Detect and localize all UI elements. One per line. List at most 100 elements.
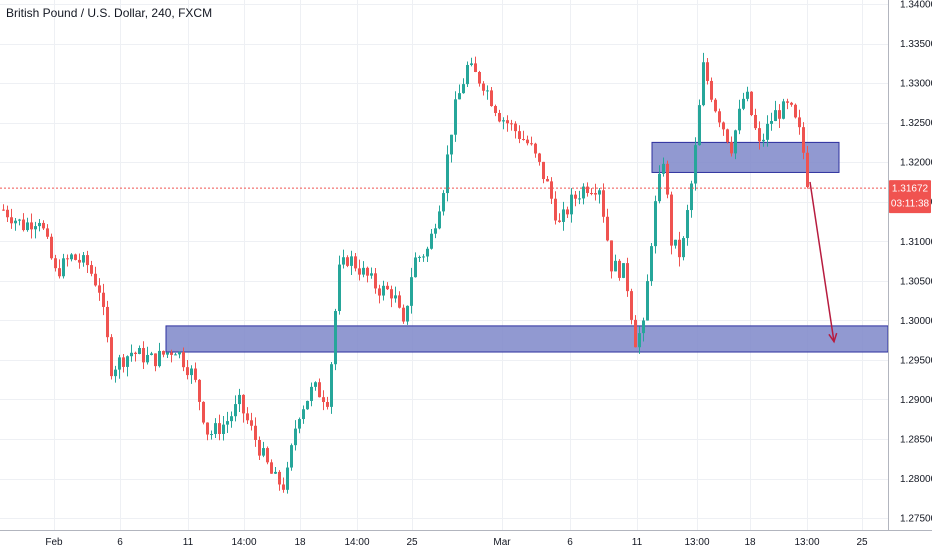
candle [490,87,493,107]
candle [630,288,633,325]
candle [578,190,581,205]
price-tick-label: 1.34000 [900,0,932,10]
time-tick-label: 25 [406,537,418,548]
candle [646,274,649,321]
time-tick-label: Feb [45,537,63,548]
candle [722,121,725,136]
candle [414,252,417,278]
candle [278,470,281,491]
price-tick-label: 1.32500 [900,118,932,129]
candle [106,300,109,343]
candle [146,346,149,365]
price-zone[interactable] [165,325,889,353]
chart-grid [0,0,888,530]
candle [314,381,317,391]
candle [534,142,537,158]
price-tick-label: 1.29000 [900,395,932,406]
candle [486,85,489,100]
candle [386,282,389,291]
candle [158,342,161,368]
price-tick-label: 1.27500 [900,514,932,525]
candle [2,204,5,211]
candle [642,317,645,342]
candle [678,231,681,267]
price-tick-label: 1.31000 [900,237,932,248]
candle [86,250,89,274]
price-tick-label: 1.28000 [900,474,932,485]
candle [742,92,745,111]
candle [10,208,13,229]
candle [806,145,809,189]
candle [330,362,333,414]
candle [550,177,553,204]
candle [186,359,189,380]
candle [354,253,357,272]
candlestick-series [2,52,809,494]
candle [198,379,201,411]
candle [538,152,541,166]
candle [554,191,557,225]
candle [98,278,101,301]
candle [634,315,637,348]
candle [14,217,17,231]
candle [494,104,497,117]
candle [242,394,245,423]
candle [614,254,617,272]
candle [450,134,453,163]
candle [162,350,165,358]
candle [802,122,805,160]
candle [218,414,221,441]
candle [686,204,689,246]
candle [598,187,601,204]
candle [194,362,197,383]
time-tick-label: 13:00 [684,537,709,548]
candle [730,136,733,157]
support-resistance-zones[interactable] [165,141,889,353]
candle [650,243,653,286]
price-tick-label: 1.33000 [900,79,932,90]
time-axis[interactable]: Feb 6 11 14:00 18 14:00 25 Mar 6 11 13:00 18 13:00 25 [45,537,868,548]
candle [666,160,669,199]
price-tick-label: 1.28500 [900,435,932,446]
candle [774,100,777,122]
candle [482,81,485,96]
candle [134,351,137,362]
candle [338,255,341,315]
candle [794,103,797,119]
candle [782,98,785,120]
candle [178,351,181,359]
candle [238,388,241,412]
candle [546,175,549,182]
arrow-head [828,332,838,344]
time-tick-label: 14:00 [344,537,369,548]
candle [54,254,57,272]
candle [246,407,249,424]
candle [202,401,205,425]
price-axis[interactable]: 1.340001.335001.330001.325001.320001.315… [900,0,932,525]
candle [738,99,741,135]
arrow-shaft [809,181,835,342]
candle [18,218,21,226]
price-zone[interactable] [651,141,840,173]
candle [370,267,373,279]
candle [390,285,393,308]
candle [498,109,501,123]
candle [750,91,753,117]
candle [210,430,213,440]
candle [334,308,337,371]
candle [694,137,697,191]
candle [94,266,97,287]
candle [610,240,613,279]
candle [502,117,505,130]
candle [226,411,229,434]
projection-arrow[interactable] [809,181,838,344]
price-tick-label: 1.29500 [900,355,932,366]
candle [322,390,325,411]
candle [518,125,521,144]
candle [62,253,65,279]
candle [766,115,769,147]
candle [58,259,61,279]
candle [138,345,141,355]
